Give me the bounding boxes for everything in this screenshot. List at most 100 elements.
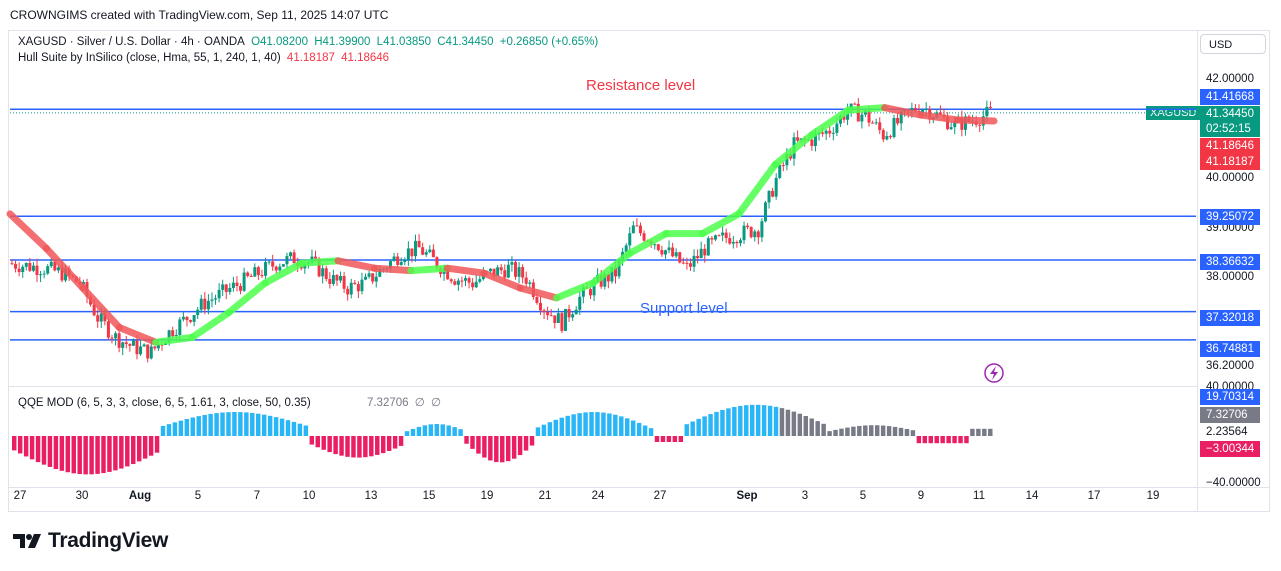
qqe-bar [29, 436, 35, 460]
candle-body [239, 285, 243, 291]
candle-body [264, 262, 268, 276]
qqe-bar [184, 419, 190, 436]
qqe-bar [154, 436, 160, 453]
qqe-bar [315, 436, 320, 448]
qqe-bar [732, 406, 737, 436]
candle-body [453, 281, 457, 285]
date-tick-label: 19 [480, 490, 494, 502]
hull-segment [881, 104, 925, 119]
qqe-bar [476, 436, 481, 454]
hull-legend[interactable]: Hull Suite by InSilico (close, Hma, 55, … [18, 52, 392, 64]
qqe-bar [238, 412, 243, 436]
qqe-bar [767, 405, 773, 436]
qqe-bar [654, 436, 660, 442]
candle-body [431, 249, 435, 258]
candle-body [203, 298, 207, 310]
qqe-bar [928, 436, 933, 444]
price-tick-label: 42.00000 [1206, 73, 1254, 86]
qqe-bar [958, 436, 963, 444]
candle-body [924, 108, 928, 110]
qqe-bar [744, 405, 749, 436]
candle-body [206, 300, 210, 310]
qqe-bar [273, 417, 279, 436]
candle-body [289, 252, 293, 257]
qqe-tick-label: 2.23564 [1206, 426, 1248, 439]
candle-body [778, 165, 782, 178]
symbol-name[interactable]: XAGUSD · Silver / U.S. Dollar · 4h · OAN… [18, 36, 245, 48]
candle-body [49, 261, 53, 267]
qqe-bar [500, 436, 505, 463]
candle-body [742, 225, 746, 241]
qqe-bar [619, 416, 624, 436]
qqe-bar [131, 436, 136, 465]
time-axis-separator [8, 487, 1270, 488]
candle-body [24, 263, 28, 267]
hull-segment [334, 257, 378, 272]
price-tick-label: 38.00000 [1206, 271, 1254, 284]
hull-indicator-name[interactable]: Hull Suite by InSilico (close, Hma, 55, … [18, 52, 281, 64]
price-tick-label: 40.00000 [1206, 172, 1254, 185]
candle-body [467, 278, 471, 283]
candle-body [14, 263, 18, 269]
candle-body [738, 240, 742, 244]
pane-separator[interactable] [8, 386, 1198, 387]
candle-body [538, 302, 542, 311]
candle-body [10, 263, 14, 265]
price-badge: 37.32018 [1200, 310, 1260, 326]
qqe-bar [642, 425, 648, 436]
qqe-bar [607, 413, 612, 436]
candle-body [671, 247, 675, 257]
qqe-bar [803, 416, 809, 436]
qqe-bar [452, 427, 457, 436]
candle-body [988, 106, 992, 108]
resistance-annotation[interactable]: Resistance level [586, 77, 696, 94]
candle-body [796, 137, 800, 141]
price-tick-label: 36.20000 [1206, 360, 1254, 372]
hull-segment [480, 269, 524, 292]
candle-body [474, 281, 478, 288]
candle-body [756, 231, 760, 238]
candle-body [221, 284, 225, 290]
candle-body [528, 282, 532, 284]
hull-segment [808, 106, 852, 139]
date-tick-label: 17 [1087, 490, 1101, 502]
qqe-legend[interactable]: QQE MOD (6, 5, 3, 3, close, 6, 5, 1.61, … [18, 395, 444, 409]
candle-body [110, 337, 114, 339]
hull-segment [188, 309, 233, 341]
price-badge: 41.18187 [1200, 154, 1260, 170]
candle-body [763, 202, 767, 222]
qqe-bar [720, 409, 725, 436]
qqe-bar [636, 422, 642, 436]
candle-body [813, 134, 817, 146]
candle-body [496, 267, 500, 276]
support-annotation[interactable]: Support level [640, 300, 728, 317]
candle-body [581, 287, 585, 297]
qqe-indicator-name[interactable]: QQE MOD (6, 5, 3, 3, close, 6, 5, 1.61, … [18, 397, 311, 409]
candle-body [364, 276, 368, 280]
candle-body [774, 177, 778, 197]
qqe-bar [714, 411, 719, 436]
candle-body [417, 240, 421, 248]
qqe-bar [874, 425, 880, 436]
qqe-bar [428, 424, 434, 436]
symbol-legend[interactable]: XAGUSD · Silver / U.S. Dollar · 4h · OAN… [18, 36, 601, 48]
qqe-bar [910, 430, 916, 436]
qqe-bar [630, 420, 636, 436]
candle-body [399, 261, 403, 265]
tradingview-logo[interactable]: TradingView [12, 529, 168, 553]
qqe-bar [779, 408, 785, 436]
candle-body [456, 280, 460, 285]
hull-segment [844, 104, 889, 114]
candle-body [328, 278, 332, 284]
candle-body [896, 117, 900, 124]
candle-body [746, 225, 750, 228]
price-badge: 41.18646 [1200, 138, 1260, 154]
candle-body [860, 114, 864, 122]
qqe-bar [333, 436, 338, 455]
candle-body [460, 280, 464, 282]
candle-body [603, 273, 607, 287]
candle-body [767, 190, 771, 203]
qqe-bar [107, 436, 112, 472]
currency-selector[interactable]: USD [1200, 34, 1266, 54]
